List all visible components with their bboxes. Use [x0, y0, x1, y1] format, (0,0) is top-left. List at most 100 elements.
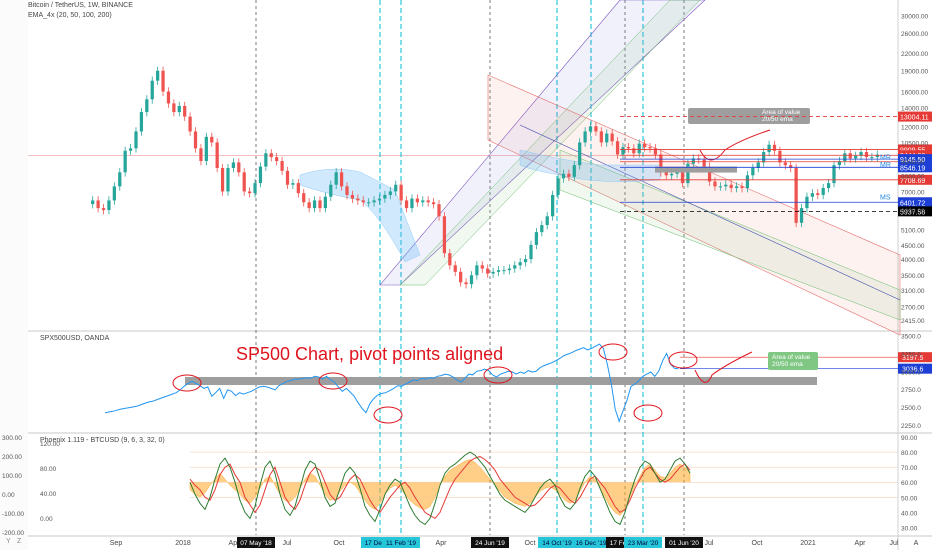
candle-body — [561, 173, 566, 179]
phoenix-right-tick: 60.00 — [901, 480, 918, 487]
candle-body — [394, 184, 398, 192]
sp-area-note-line2: 20/50 ema — [772, 361, 803, 368]
candle-body — [188, 116, 192, 132]
candle-body — [680, 170, 685, 184]
candle-body — [323, 196, 327, 209]
price-tag — [898, 154, 932, 165]
candle-body — [734, 186, 739, 189]
candle-body — [426, 200, 430, 203]
btc-axis-tick: 9000.00 — [901, 159, 925, 166]
candle-body — [724, 184, 728, 187]
candle-body — [302, 193, 306, 203]
toolbar-button-y[interactable]: Y — [6, 538, 11, 545]
sp-projection-scribble — [694, 351, 753, 383]
highlighted-date-label: 01 Jun '20 — [669, 540, 699, 547]
pivot-circle — [318, 372, 348, 390]
phoenix-right-tick: 30.00 — [901, 525, 918, 532]
highlighted-date-bg — [624, 537, 662, 548]
candle-body — [318, 200, 322, 209]
candle-body — [762, 152, 766, 163]
candle-body — [745, 175, 750, 189]
phoenix-inner-tick: 120.00 — [40, 441, 60, 448]
highlighted-date-label: 14 Oct '19 — [542, 540, 572, 547]
candle-body — [334, 172, 338, 185]
candle-body — [475, 265, 479, 276]
sp-axis-tick: 3500.0 — [901, 334, 921, 341]
candle-body — [826, 183, 831, 189]
candle-body — [118, 172, 122, 187]
candle-body — [513, 265, 517, 269]
price-tag-label: 6401.72 — [900, 200, 925, 207]
candle-body — [799, 208, 804, 223]
candle-body — [854, 155, 858, 159]
toolbar-button-z[interactable]: Z — [17, 538, 22, 545]
candle-body — [610, 133, 614, 142]
btc-axis-tick: 8000.00 — [901, 173, 925, 180]
candle-body — [707, 166, 712, 182]
candle-body — [377, 198, 382, 201]
candle-body — [653, 148, 658, 155]
candle-body — [128, 148, 133, 151]
time-axis-label: 2021 — [800, 540, 816, 547]
candle-body — [702, 159, 706, 167]
candle-body — [415, 198, 419, 203]
btc-axis-tick: 2700.00 — [901, 305, 925, 312]
time-axis-label: Jul — [283, 540, 292, 547]
time-axis-label: Jul — [890, 540, 899, 547]
btc-area-note-line1: Area of value — [762, 109, 801, 116]
symbol-title: Bitcoin / TetherUS, 1W, BINANCE — [28, 2, 133, 9]
highlighted-date-bg — [665, 537, 703, 548]
candle-body — [659, 154, 663, 173]
pitchfork-channels — [379, 0, 901, 336]
time-axis-label: Sep — [110, 540, 123, 547]
candle-body — [123, 150, 127, 173]
level-label: MR — [880, 154, 891, 161]
highlighted-date-bg — [382, 537, 420, 548]
candle-body — [350, 194, 355, 199]
btc-area-note-bg — [688, 108, 810, 124]
up-channel — [379, 0, 706, 286]
candle-body — [253, 183, 257, 194]
phoenix-right-tick: 50.00 — [901, 495, 918, 502]
pivot-circle — [483, 366, 513, 384]
highlighted-date-label: 16 Dec '19 — [576, 540, 607, 547]
candle-body — [810, 193, 814, 197]
candle-body — [670, 173, 674, 176]
price-tag-label: 8546.19 — [900, 165, 925, 172]
candle-body — [210, 136, 214, 143]
time-axis-label: 2018 — [175, 540, 191, 547]
price-tag — [898, 197, 932, 208]
highlighted-date-bg — [361, 537, 399, 548]
candle-body — [469, 275, 474, 285]
candle-body — [772, 144, 777, 151]
channel-median — [519, 124, 901, 301]
time-axis-label: Oct — [334, 540, 345, 547]
btc-axis-tick: 4500.00 — [901, 243, 925, 250]
candle-body — [431, 202, 436, 205]
time-axis: Sep2018AprJulOctAprJulOctJulOct2021AprJu… — [110, 537, 919, 548]
pivot-circle — [598, 343, 628, 361]
candle-body — [545, 216, 549, 226]
candle-body — [356, 198, 360, 201]
btc-axis-tick: 5100.00 — [901, 228, 925, 235]
phoenix-line-1 — [189, 451, 691, 526]
candle-body — [756, 162, 760, 168]
price-tag-label: 5937.58 — [900, 209, 925, 216]
candle-body — [783, 162, 787, 166]
price-tag-label: 13004.11 — [900, 115, 929, 122]
sp-axis-tick: 3250.0 — [901, 351, 921, 358]
candle-body — [875, 154, 879, 158]
candle-body — [523, 259, 528, 263]
candle-body — [816, 193, 820, 195]
candle-body — [691, 158, 695, 164]
pivot-circle — [633, 404, 663, 422]
candle-body — [361, 200, 365, 203]
candle-body — [134, 131, 138, 149]
candle-body — [686, 163, 690, 184]
phoenix-right-tick: 40.00 — [901, 510, 918, 517]
candle-body — [383, 194, 387, 199]
candle-body — [794, 167, 798, 223]
candle-body — [312, 200, 317, 209]
phoenix-inner-tick: 0.00 — [40, 516, 53, 523]
